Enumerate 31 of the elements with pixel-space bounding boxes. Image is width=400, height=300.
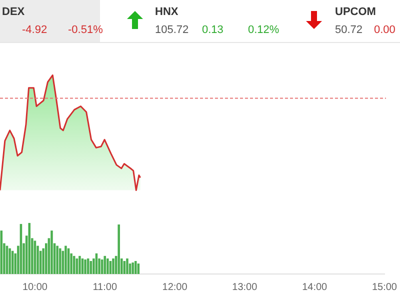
bar: [112, 258, 114, 274]
bar: [56, 246, 58, 274]
bar: [50, 230, 53, 274]
bar: [118, 224, 120, 274]
text: DEX: [2, 6, 25, 18]
bar: [78, 256, 81, 274]
bar: [84, 259, 86, 274]
bar: [8, 248, 11, 274]
text: 50.72: [335, 24, 363, 36]
bar: [28, 222, 30, 274]
bar: [104, 256, 106, 274]
x-tick-label: 10:00: [22, 282, 48, 293]
x-tick-label: 14:00: [302, 282, 328, 293]
x-tick-label: 11:00: [92, 282, 118, 293]
text: UPCOM: [335, 6, 376, 18]
bar: [126, 258, 128, 274]
text: -4.92: [22, 24, 48, 36]
x-tick-label: 13:00: [232, 282, 258, 293]
text: 0.13: [202, 24, 224, 36]
bar: [58, 248, 62, 274]
text: -0.51%: [68, 24, 103, 36]
bar: [132, 262, 134, 274]
text: 0.00: [374, 24, 396, 36]
text: 0.12%: [248, 24, 280, 36]
text: HNX: [155, 6, 178, 18]
x-tick-label: 12:00: [162, 282, 188, 293]
text: 105.72: [155, 24, 189, 36]
bar: [106, 258, 109, 274]
x-tick-label: 15:00: [372, 282, 398, 293]
bar: [90, 260, 92, 274]
bar: [64, 246, 67, 274]
